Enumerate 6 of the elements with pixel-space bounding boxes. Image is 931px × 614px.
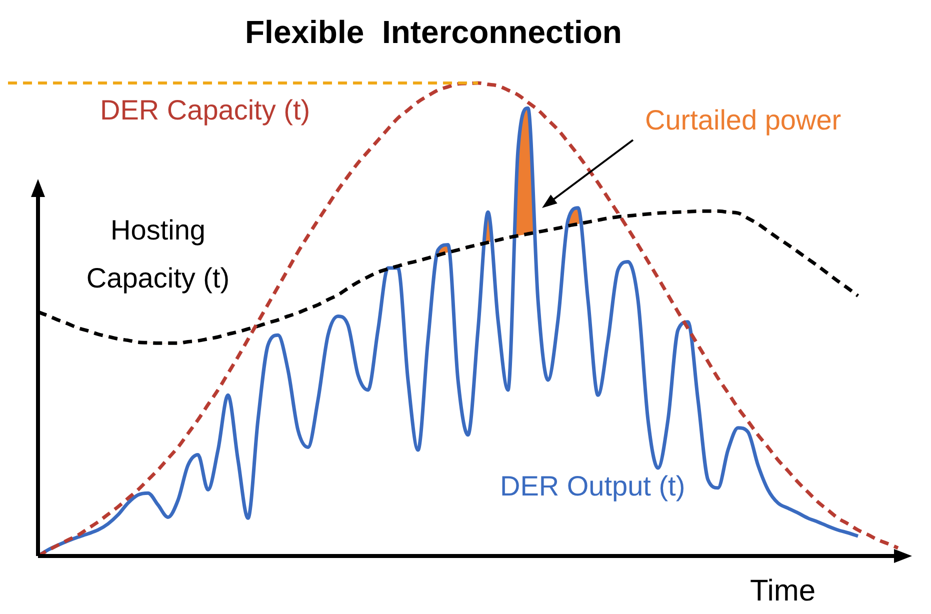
chart-title: Flexible Interconnection xyxy=(245,14,622,50)
series-label: DER Output (t) xyxy=(500,470,686,502)
text: DER Capacity (t) xyxy=(100,94,310,126)
x-axis-title: Time xyxy=(750,574,816,608)
annotation: Curtailed power xyxy=(645,104,842,136)
series-label: Hosting Capacity (t) xyxy=(86,214,230,294)
